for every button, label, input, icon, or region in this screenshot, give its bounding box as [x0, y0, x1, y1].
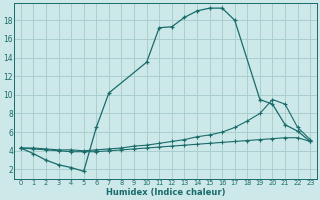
X-axis label: Humidex (Indice chaleur): Humidex (Indice chaleur): [106, 188, 225, 197]
